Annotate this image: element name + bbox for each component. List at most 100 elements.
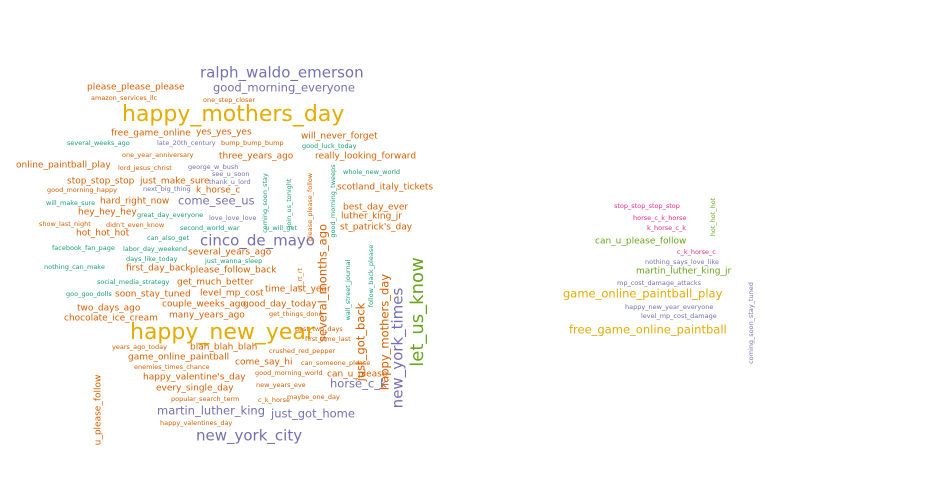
- word-just-wanna-sleep: just_wanna_sleep: [204, 257, 262, 265]
- word-st-patricks-day: st_patrick's_day: [340, 223, 413, 233]
- word-happy-mothers-day: happy_mothers_day: [378, 274, 392, 390]
- word-hey-hey-hey: hey_hey_hey: [78, 208, 137, 218]
- word-first-day-back: first_day_back: [126, 264, 191, 274]
- word-level-mp-cost-damage: level_mp_cost_damage: [641, 312, 717, 320]
- word-crushed-red-pepper: crushed_red_pepper: [269, 347, 336, 355]
- word-great-day-everyone: great_day_everyone: [137, 211, 203, 219]
- word-first-time-last: first_time_last: [305, 335, 351, 343]
- word-scotland-italy-tickets: scotland_italy_tickets: [337, 183, 433, 193]
- word-george-w-bush: george_w_bush: [188, 163, 238, 171]
- word-three-years-ago: three_years_ago: [219, 152, 294, 162]
- word-past-two-days: past_two_days: [295, 325, 343, 333]
- word-come-say-hi: come_say_hi: [235, 358, 293, 368]
- word-will-make-sure: will_make_sure: [46, 199, 95, 207]
- word-stop-stop-stop: stop_stop_stop: [67, 177, 135, 187]
- word-level-mp-cost: level_mp_cost: [200, 289, 264, 299]
- word-k-horse-c-k: k_horse_c_k: [647, 224, 686, 232]
- word-amazon-services-llc: amazon_services_llc: [91, 94, 158, 102]
- word-cloud-left: happy_mothers_day happy_new_year let_us_kn…: [16, 64, 433, 446]
- word-can-also-get: can_also_get: [147, 234, 189, 242]
- word-horse-c-k-horse: horse_c_k_horse: [633, 214, 686, 222]
- word-free-game-online-paintball: free_game_online_paintball: [569, 323, 727, 337]
- word-just-got-home: just_got_home: [270, 407, 355, 421]
- word-couple-weeks-ago: couple_weeks_ago: [162, 300, 246, 310]
- word-goo-goo-dolls: goo_goo_dolls: [66, 290, 112, 298]
- word-nothing-can-make: nothing_can_make: [44, 263, 105, 271]
- word-years-ago-today: years_ago_today: [112, 343, 167, 351]
- word-facebook-fan-page: facebook_fan_page: [52, 244, 115, 252]
- word-get-things-done: get_things_done: [269, 310, 323, 318]
- word-ralph-waldo-emerson: ralph_waldo_emerson: [200, 64, 364, 83]
- word-online-paintball-play: online_paintball_play: [16, 161, 111, 171]
- word-several-weeks-ago: several_weeks_ago: [67, 139, 130, 147]
- word-u-will-get: u_will_get: [265, 224, 297, 232]
- word-mp-cost-damage-attacks: mp_cost_damage_attacks: [617, 279, 702, 287]
- word-blah-blah-blah: blah_blah_blah: [190, 343, 257, 353]
- word-late-20th-century: late_20th_century: [157, 139, 216, 147]
- word-thank-u-lord: thank_u_lord: [209, 178, 251, 186]
- word-c-k-horse: c_k_horse: [258, 396, 290, 404]
- word-every-single-day: every_single_day: [156, 384, 234, 394]
- word-coming-soon-stay: coming_soon_stay: [261, 173, 269, 233]
- word-hard-right-now: hard_right_now: [100, 197, 169, 207]
- word-many-years-ago: many_years_ago: [169, 311, 245, 321]
- word-maybe-one-day: maybe_one_day: [287, 393, 340, 401]
- word-happy-valentines-day: happy_valentine's_day: [143, 373, 246, 383]
- word-follow-back-please: follow_back_please: [367, 245, 375, 307]
- word-come-see-us: come_see_us: [178, 194, 255, 208]
- word-cinco-de-mayo: cinco_de_mayo: [200, 232, 315, 251]
- word-lord-jesus-christ: lord_jesus_christ: [118, 164, 172, 172]
- word-good-day-today: good_day_today: [243, 300, 317, 310]
- word-nothing-says-love-like: nothing_says_love_like: [645, 258, 719, 266]
- word-yes-yes-yes: yes_yes_yes: [196, 128, 252, 138]
- word-see-u-soon: see_u_soon: [212, 170, 249, 178]
- word-hot-hot-hot: hot_hot_hot: [76, 229, 130, 239]
- word-soon-stay-tuned: soon_stay_tuned: [115, 290, 191, 300]
- word-next-big-thing: next_big_thing: [143, 185, 191, 193]
- word-labor-day-weekend: labor_day_weekend: [123, 245, 187, 253]
- word-second-world-war: second_world_war: [180, 224, 240, 232]
- word-one-step-closer: one_step_closer: [203, 96, 255, 104]
- word-luther-king-jr: luther_king_jr: [341, 212, 402, 222]
- word-days-like-today: days_like_today: [126, 255, 178, 263]
- word-wall-street-journal: wall_street_journal: [344, 259, 352, 320]
- word-martin-luther-king: martin_luther_king: [157, 404, 265, 418]
- word-bump-bump-bump: bump_bump_bump: [221, 139, 284, 147]
- word-whole-new-world: whole_new_world: [343, 168, 400, 176]
- word-chocolate-ice-cream: chocolate_ice_cream: [64, 314, 158, 324]
- word-good-morning-everyone: good_morning_everyone: [213, 81, 355, 95]
- word-time-last-year: time_last_year: [265, 285, 331, 295]
- word-coming-soon-stay-tuned: coming_soon_stay_tuned: [747, 282, 755, 364]
- word-stop-stop-stop-stop: stop_stop_stop_stop: [614, 202, 680, 210]
- word-u-please-follow: u_please_follow: [94, 375, 104, 446]
- word-new-york-city: new_york_city: [196, 427, 302, 446]
- word-happy-mothers-day: happy_mothers_day: [122, 102, 344, 127]
- word-c-k-horse-c: c_k_horse_c: [677, 248, 716, 256]
- word-good-morning-world: good_morning_world: [255, 369, 323, 377]
- word-cloud-right: stop_stop_stop_stop horse_c_k_horse k_hors…: [563, 197, 755, 364]
- word-social-media-strategy: social_media_strategy: [97, 278, 170, 286]
- word-love-love-love: love_love_love: [209, 214, 256, 222]
- word-k-horse-c: k_horse_c: [196, 186, 240, 196]
- word-didnt-even-know: didn't_even_know: [106, 221, 165, 229]
- word-good-luck-today: good_luck_today: [302, 142, 357, 150]
- word-show-last-night: show_last_night: [39, 220, 91, 228]
- word-one-year-anniversary: one_year_anniversary: [122, 151, 194, 159]
- word-new-years-eve: new_years_eve: [256, 381, 306, 389]
- word-happy-new-year: happy_new_year: [130, 320, 316, 345]
- word-happy-valentines-day: happy_valentines_day: [160, 419, 232, 427]
- word-horse-c-k: horse_c_k: [330, 377, 387, 391]
- word-new-york-times: new_york_times: [389, 288, 408, 409]
- word-can-someone-please: can_someone_please: [301, 359, 370, 367]
- word-just-make-sure: just_make_sure: [139, 177, 210, 187]
- word-please-please-follow: please_please_follow: [306, 172, 314, 241]
- word-can-u-please-follow: can_u_please_follow: [595, 237, 686, 247]
- word-really-looking-forward: really_looking_forward: [315, 152, 416, 162]
- word-free-game-online: free_game_online: [111, 129, 191, 139]
- word-game-online-paintball-play: game_online_paintball_play: [563, 287, 723, 301]
- word-join-us-tonight: join_us_tonight: [285, 178, 293, 228]
- word-several-months-ago: several_months_ago: [316, 224, 330, 342]
- word-just-got-back: just_got_back: [354, 302, 368, 382]
- word-best-day-ever: best_day_ever: [343, 203, 408, 213]
- word-please-please-please: please_please_please: [87, 83, 185, 93]
